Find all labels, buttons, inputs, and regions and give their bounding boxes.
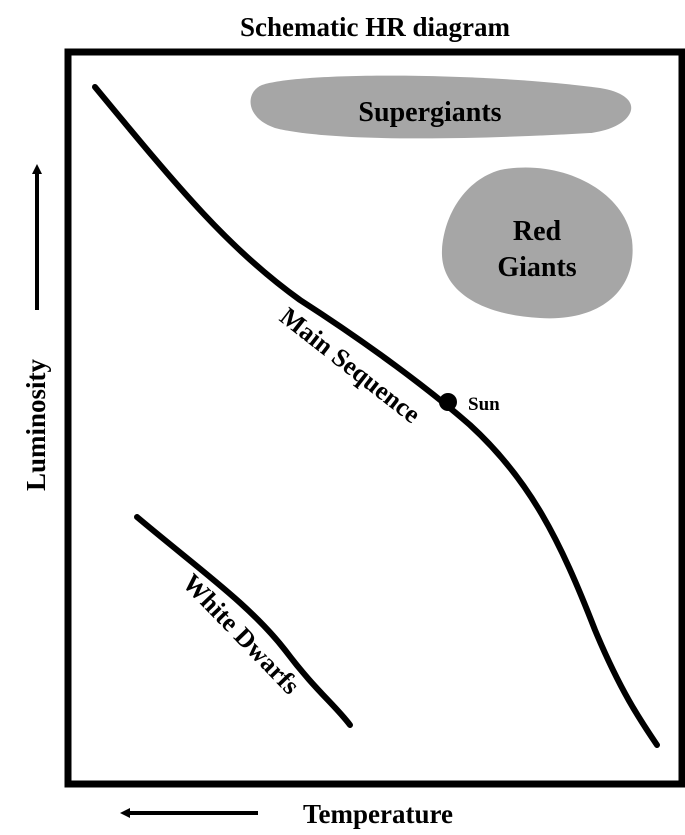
x-axis-label: Temperature — [303, 799, 453, 829]
main-sequence-curve — [92, 84, 660, 748]
frame — [64, 48, 685, 788]
marker-label: Sun — [468, 394, 500, 415]
white-dwarfs-curve — [134, 514, 353, 728]
curve-label: Main Sequence — [274, 302, 426, 429]
title: Schematic HR diagram — [240, 12, 510, 42]
curve-label: White Dwarfs — [177, 568, 306, 700]
red-giants-region — [441, 167, 633, 319]
sun-marker — [439, 393, 457, 411]
supergiants-region — [250, 75, 632, 139]
region-label: Giants — [497, 252, 576, 283]
region-label: Red — [513, 216, 562, 247]
region-label: Supergiants — [358, 97, 501, 128]
y-axis-label: Luminosity — [21, 358, 51, 491]
